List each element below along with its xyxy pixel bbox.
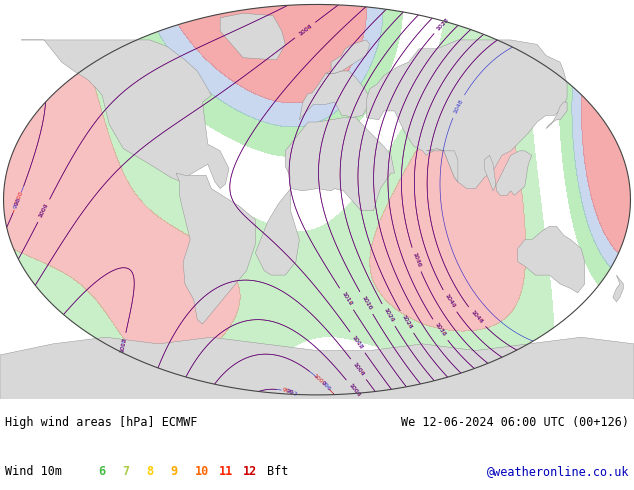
- Text: 1028: 1028: [401, 314, 413, 330]
- Text: 1036: 1036: [434, 322, 447, 338]
- Polygon shape: [220, 13, 285, 60]
- Text: 1040: 1040: [411, 251, 422, 268]
- Text: 996: 996: [320, 380, 332, 392]
- Text: 1044: 1044: [443, 293, 456, 309]
- Polygon shape: [518, 226, 585, 293]
- Text: 996: 996: [281, 388, 294, 396]
- Text: 10: 10: [195, 465, 209, 478]
- Text: 996: 996: [13, 196, 22, 209]
- Text: 1048: 1048: [470, 310, 484, 324]
- Polygon shape: [285, 118, 394, 211]
- Text: 1000: 1000: [312, 372, 327, 387]
- Text: 1004: 1004: [352, 362, 365, 377]
- Polygon shape: [4, 4, 630, 395]
- Polygon shape: [484, 151, 532, 195]
- Text: 8: 8: [146, 465, 153, 478]
- Polygon shape: [613, 275, 623, 302]
- Text: 1020: 1020: [382, 307, 394, 323]
- Polygon shape: [0, 337, 634, 399]
- Polygon shape: [326, 40, 370, 73]
- Text: 1000: 1000: [14, 190, 24, 206]
- Polygon shape: [366, 40, 567, 189]
- Text: 1000: 1000: [347, 382, 361, 398]
- Text: 1024: 1024: [401, 314, 413, 330]
- Text: 1008: 1008: [297, 24, 313, 37]
- Text: 6: 6: [98, 465, 105, 478]
- Polygon shape: [546, 102, 567, 129]
- Text: 7: 7: [122, 465, 129, 478]
- Text: @weatheronline.co.uk: @weatheronline.co.uk: [486, 465, 629, 478]
- Text: We 12-06-2024 06:00 UTC (00+126): We 12-06-2024 06:00 UTC (00+126): [401, 416, 629, 429]
- Text: 9: 9: [171, 465, 178, 478]
- Text: 1044: 1044: [470, 310, 484, 325]
- Polygon shape: [256, 189, 299, 275]
- Polygon shape: [299, 71, 370, 120]
- Text: 1028: 1028: [436, 17, 450, 31]
- Text: 1008: 1008: [352, 362, 365, 377]
- Text: 1036: 1036: [411, 251, 422, 268]
- Text: 1016: 1016: [360, 295, 372, 311]
- Text: High wind areas [hPa] ECMWF: High wind areas [hPa] ECMWF: [5, 416, 197, 429]
- Text: 1012: 1012: [340, 291, 353, 307]
- Text: 1040: 1040: [443, 293, 456, 309]
- Text: 992: 992: [285, 389, 299, 398]
- Text: 1008: 1008: [119, 337, 127, 353]
- Polygon shape: [176, 173, 256, 324]
- Text: 11: 11: [219, 465, 233, 478]
- Text: 12: 12: [243, 465, 257, 478]
- Text: 1004: 1004: [297, 24, 313, 37]
- Text: 1012: 1012: [351, 335, 364, 350]
- Text: 1016: 1016: [340, 291, 353, 307]
- Text: 1012: 1012: [119, 337, 127, 353]
- Text: Wind 10m: Wind 10m: [5, 465, 62, 478]
- Text: 1032: 1032: [434, 322, 447, 338]
- Text: 1020: 1020: [360, 295, 372, 311]
- Polygon shape: [21, 40, 229, 189]
- Text: 1024: 1024: [382, 307, 394, 323]
- Text: 1004: 1004: [347, 382, 361, 398]
- Text: 1048: 1048: [453, 98, 464, 115]
- Text: 1000: 1000: [38, 203, 49, 219]
- Text: 1008: 1008: [351, 335, 364, 350]
- Text: 1032: 1032: [436, 17, 450, 31]
- Text: 1004: 1004: [38, 203, 49, 219]
- Text: Bft: Bft: [267, 465, 288, 478]
- Polygon shape: [426, 148, 458, 182]
